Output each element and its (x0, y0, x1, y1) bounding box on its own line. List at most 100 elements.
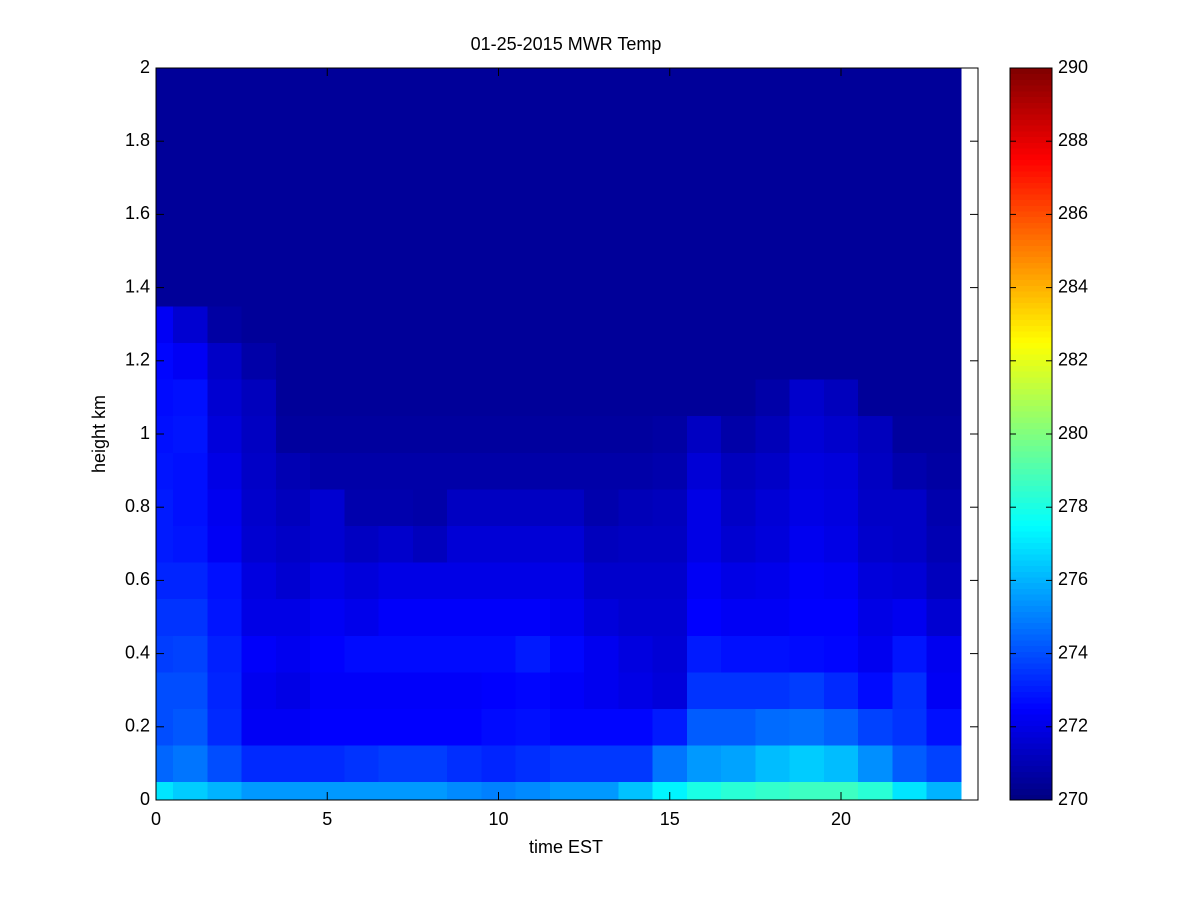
colorbar-segment (1010, 588, 1052, 595)
heatmap-cell (755, 562, 791, 600)
heatmap-cell (310, 415, 345, 453)
heatmap-cell (156, 488, 174, 526)
heatmap-cell (412, 68, 448, 307)
heatmap-cell (618, 525, 654, 563)
colorbar-segment (1010, 617, 1052, 624)
heatmap-cell (584, 342, 619, 380)
x-tick-label: 0 (151, 809, 161, 829)
heatmap-cell (652, 671, 688, 709)
heatmap-cell (652, 781, 688, 801)
colorbar-segment (1010, 702, 1052, 709)
heatmap-cell (275, 635, 311, 673)
heatmap-cell (721, 708, 756, 746)
heatmap-cell (241, 708, 277, 746)
heatmap-cell (515, 635, 551, 673)
heatmap-cell (344, 781, 380, 801)
heatmap-cell (344, 415, 380, 453)
heatmap-cell (207, 379, 243, 417)
colorbar-segment (1010, 571, 1052, 578)
chart-title: 01-25-2015 MWR Temp (471, 34, 662, 54)
colorbar-segment (1010, 308, 1052, 315)
heatmap-cell (652, 305, 688, 343)
heatmap-cell (156, 415, 174, 453)
heatmap-cell (549, 488, 585, 526)
y-tick-label: 0.6 (125, 569, 150, 589)
heatmap-cell (549, 415, 585, 453)
heatmap-cell (549, 781, 585, 801)
colorbar-segment (1010, 594, 1052, 601)
heatmap-cell (549, 68, 585, 307)
colorbar-segment (1010, 79, 1052, 86)
heatmap-cell (823, 781, 859, 801)
heatmap-cell (858, 68, 893, 307)
heatmap-cell (447, 452, 482, 490)
heatmap-cell (378, 379, 414, 417)
colorbar-segment (1010, 725, 1052, 732)
heatmap-cell (481, 562, 517, 600)
heatmap-cell (618, 452, 654, 490)
heatmap-cell (618, 379, 654, 417)
colorbar-segment (1010, 113, 1052, 120)
heatmap-cell (310, 598, 345, 636)
heatmap-cell (412, 598, 448, 636)
colorbar-segment (1010, 605, 1052, 612)
heatmap-cell (755, 415, 791, 453)
heatmap-cell (686, 305, 722, 343)
heatmap-cell (789, 708, 825, 746)
heatmap-cell (584, 488, 619, 526)
colorbar-segment (1010, 651, 1052, 658)
colorbar-segment (1010, 210, 1052, 218)
heatmap-cell (447, 525, 482, 563)
colorbar-segment (1010, 256, 1052, 263)
heatmap-cell (447, 708, 482, 746)
colorbar-tick-label: 280 (1058, 423, 1088, 443)
heatmap-cell (412, 452, 448, 490)
colorbar-segment (1010, 565, 1052, 572)
heatmap-cell (515, 708, 551, 746)
heatmap-cell (447, 745, 482, 783)
heatmap-cell (789, 452, 825, 490)
heatmap-cell (156, 379, 174, 417)
heatmap-cell (892, 562, 928, 600)
colorbar-segment (1010, 170, 1052, 178)
colorbar-segment (1010, 765, 1052, 772)
heatmap-cell (789, 305, 825, 343)
heatmap-cell (926, 671, 962, 709)
heatmap-cell (686, 562, 722, 600)
colorbar-segment (1010, 634, 1052, 641)
heatmap-cell (755, 781, 791, 801)
x-tick-label: 20 (831, 809, 851, 829)
colorbar-segment (1010, 536, 1052, 544)
heatmap-cell (310, 488, 345, 526)
colorbar-segment (1010, 313, 1052, 321)
colorbar-segment (1010, 731, 1052, 738)
heatmap-cell (378, 342, 414, 380)
heatmap-cell (447, 598, 482, 636)
colorbar-segment (1010, 325, 1052, 332)
heatmap-cell (721, 671, 756, 709)
heatmap-cell (173, 305, 208, 343)
heatmap-cell (412, 671, 448, 709)
heatmap-cell (858, 671, 893, 709)
colorbar-segment (1010, 485, 1052, 492)
heatmap-cell (652, 598, 688, 636)
heatmap-cell (378, 452, 414, 490)
heatmap-cell (926, 525, 962, 563)
heatmap-cell (447, 68, 482, 307)
heatmap-cell (173, 598, 208, 636)
heatmap-cell (892, 525, 928, 563)
heatmap-cell (755, 488, 791, 526)
heatmap-cell (378, 562, 414, 600)
colorbar-segment (1010, 502, 1052, 509)
heatmap-cell (652, 379, 688, 417)
heatmap-cell (892, 452, 928, 490)
colorbar-segment (1010, 302, 1052, 309)
heatmap-cell (515, 525, 551, 563)
heatmap-cell (823, 415, 859, 453)
y-tick-label: 1.4 (125, 276, 150, 296)
heatmap-cell (755, 671, 791, 709)
heatmap-cell (378, 635, 414, 673)
heatmap-cell (858, 708, 893, 746)
heatmap-cell (344, 562, 380, 600)
y-axis-label: height km (89, 395, 109, 473)
